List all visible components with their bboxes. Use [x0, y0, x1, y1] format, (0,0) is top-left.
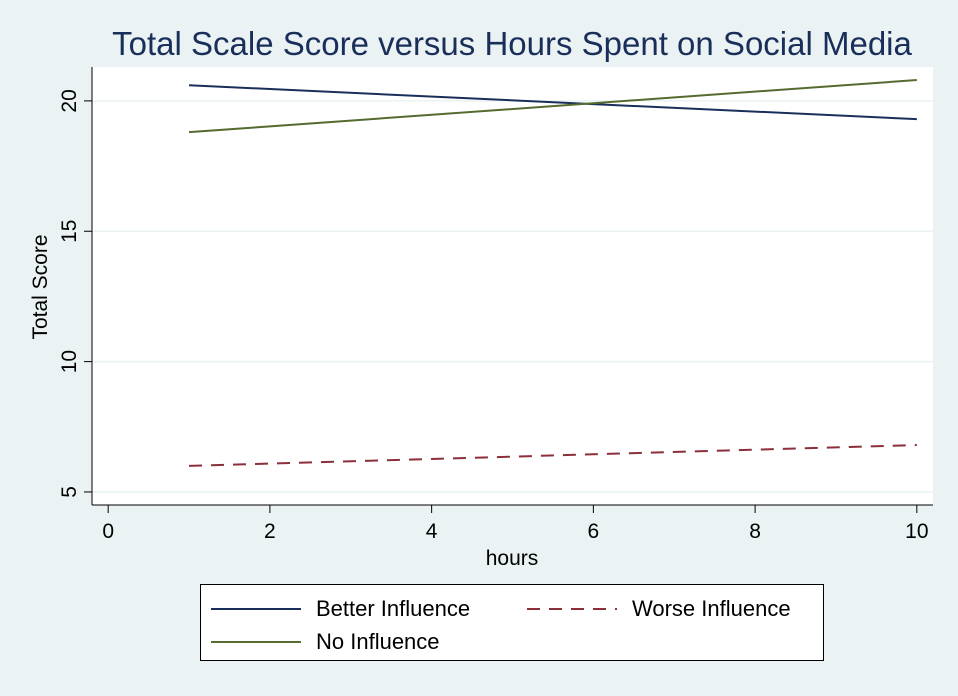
series-lines [188, 79, 917, 467]
legend-swatch-worse-influence [527, 608, 617, 610]
legend-label-better-influence: Better Influence [316, 596, 471, 621]
legend: Better Influence Worse Influence No Infl… [200, 584, 824, 661]
x-tick-label-10: 10 [905, 520, 928, 543]
x-tick-label-6: 6 [588, 520, 600, 543]
x-axis-label: hours [486, 547, 539, 570]
axes: 0 2 4 6 8 10 5 10 15 20 [58, 67, 933, 543]
x-tick-label-2: 2 [264, 520, 276, 543]
x-tick-label-0: 0 [102, 520, 114, 543]
series-line-worse-influence [189, 444, 917, 467]
y-tick-label-15: 15 [58, 220, 81, 243]
plot-area [92, 67, 933, 505]
legend-swatch-no-influence [211, 641, 301, 643]
x-tick-label-4: 4 [426, 520, 438, 543]
y-tick-label-10: 10 [58, 350, 81, 373]
legend-item-no-influence: No Influence [211, 628, 440, 656]
y-tick-label-20: 20 [58, 89, 81, 112]
series-line-no-influence [188, 79, 917, 134]
y-axis-label: Total Score [29, 234, 52, 339]
legend-label-no-influence: No Influence [316, 629, 440, 654]
legend-swatch-better-influence [211, 608, 301, 610]
legend-item-worse-influence: Worse Influence [527, 595, 791, 623]
legend-label-worse-influence: Worse Influence [632, 596, 791, 621]
legend-item-better-influence: Better Influence [211, 595, 470, 623]
chart-title: Total Scale Score versus Hours Spent on … [112, 25, 912, 62]
x-tick-label-8: 8 [749, 520, 761, 543]
series-line-better-influence [188, 84, 917, 121]
y-tick-label-5: 5 [58, 486, 81, 498]
